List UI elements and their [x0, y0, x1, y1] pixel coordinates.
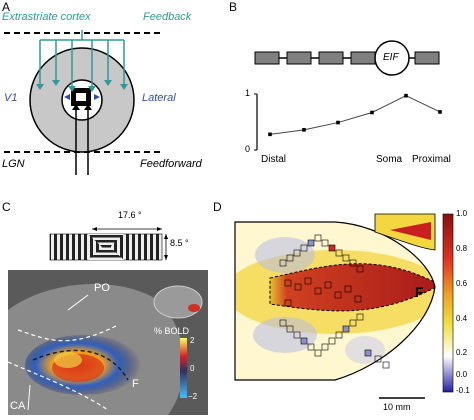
- lgn-label: LGN: [2, 158, 25, 170]
- chart-point: [268, 132, 272, 137]
- d-cbar-tick-2: 0.6: [456, 279, 468, 288]
- cbar-tick-c-bottom: −2: [188, 392, 198, 401]
- cbar-title-c: % BOLD: [154, 326, 190, 336]
- panel-c: C 17.6 ° 8.5 °: [0, 200, 215, 415]
- cortical-map: [8, 270, 208, 415]
- width-label: 17.6 °: [118, 210, 142, 220]
- grating-center: [88, 234, 124, 260]
- eif-label: EIF: [383, 52, 399, 63]
- v1-label: V1: [4, 92, 18, 104]
- po-label: PO: [94, 282, 110, 294]
- grating-stimulus: [49, 227, 168, 261]
- f-label-c: F: [132, 378, 139, 390]
- xlabel-distal: Distal: [261, 154, 287, 165]
- f-label-d: F: [415, 284, 424, 300]
- chart-point: [404, 93, 408, 98]
- chart-point: [438, 110, 442, 114]
- ca-label: CA: [10, 400, 26, 412]
- ca-sulcus: [8, 361, 109, 411]
- d-cbar-tick-4: 0.2: [456, 348, 468, 357]
- feedforward-label: Feedforward: [140, 158, 202, 170]
- extrastriate-label: Extrastriate cortex: [2, 11, 91, 23]
- soma-eif: [374, 40, 410, 76]
- feedback-arrows: [39, 30, 125, 86]
- compartment-1: [254, 51, 280, 65]
- xlabel-soma: Soma: [376, 154, 403, 165]
- scalebar-label: 10 mm: [383, 402, 411, 412]
- chart-point: [336, 120, 340, 125]
- panel-label-b: B: [229, 0, 238, 14]
- panel-label-c: C: [2, 200, 11, 214]
- d-cbar-tick-5: 0.0: [456, 370, 468, 379]
- panel-d: D: [213, 200, 474, 415]
- feedforward-arrows: [75, 108, 89, 175]
- d-cbar-tick-6: -0.1: [456, 386, 470, 395]
- d-cbar-tick-3: 0.4: [456, 314, 468, 323]
- compartment-2: [286, 51, 312, 65]
- model-map: [234, 213, 454, 399]
- compartment-3: [318, 51, 344, 65]
- feedback-label: Feedback: [143, 11, 192, 23]
- xlabel-proximal: Proximal: [412, 154, 451, 165]
- panel-label-d: D: [213, 200, 222, 214]
- cbar-tick-c-mid: 0: [190, 364, 195, 373]
- d-colorbar: [442, 213, 454, 393]
- chart-series-line: [269, 95, 441, 135]
- panel-a: A: [0, 0, 215, 185]
- d-cbar-tick-1: 0.8: [456, 244, 468, 253]
- roi-outline: [32, 349, 129, 381]
- chart-point: [370, 110, 374, 115]
- panel-a-diagram: [4, 30, 160, 175]
- compartment-4: [350, 51, 376, 65]
- activation-band: [269, 263, 435, 312]
- po-sulcus: [17, 324, 119, 342]
- panel-label-a: A: [2, 0, 11, 14]
- lateral-label: Lateral: [142, 92, 176, 104]
- measurement-grid: [279, 234, 390, 369]
- d-cbar-tick-0: 1.0: [456, 209, 468, 218]
- amplitude-chart: [254, 93, 442, 151]
- ytick-top: 1: [245, 88, 251, 98]
- panel-b: B EIF 1 0 Distal Soma Proximal: [225, 0, 474, 185]
- lateral-arrows: [64, 94, 100, 100]
- chart-point: [302, 128, 306, 132]
- bold-colorbar: [180, 338, 187, 398]
- ytick-bottom: 0: [245, 144, 251, 154]
- receptive-field-inner: [76, 93, 86, 101]
- height-label: 8.5 °: [170, 238, 189, 248]
- neuron-schematic: [254, 40, 440, 76]
- compartment-proximal: [414, 51, 440, 65]
- brain-inset: [153, 285, 203, 319]
- cbar-tick-c-top: 2: [190, 336, 195, 345]
